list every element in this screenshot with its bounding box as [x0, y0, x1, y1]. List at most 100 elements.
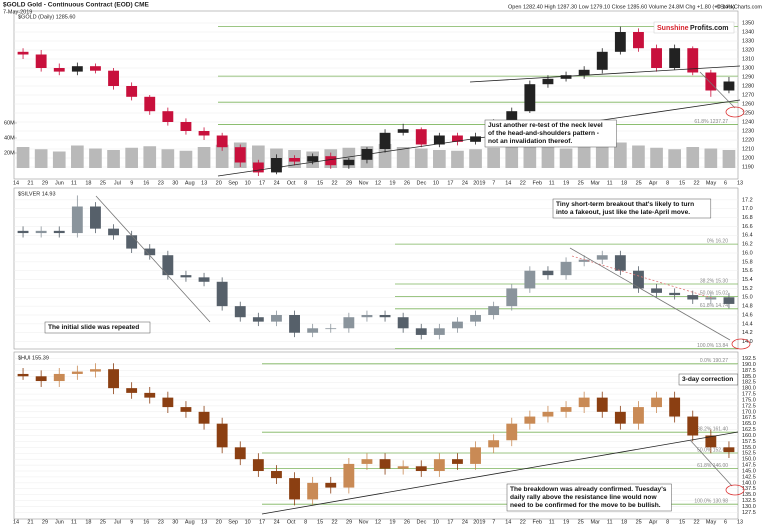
candle-body [198, 131, 210, 136]
y-tick-label: 1320 [742, 47, 754, 53]
x-tick-label: 6 [724, 519, 727, 525]
x-tick-label: 24 [462, 180, 468, 186]
x-tick-label: Mar [590, 519, 600, 525]
x-tick-label: May [706, 180, 717, 186]
x-tick-label: 18 [621, 180, 627, 186]
candle-body [470, 315, 481, 322]
candle-body [126, 388, 138, 393]
candle-body [307, 328, 319, 333]
x-tick-label: 22 [331, 519, 337, 525]
header: $GOLD Gold - Continuous Contract (EOD) C… [3, 2, 762, 512]
x-tick-label: 13 [201, 180, 207, 186]
x-tick-label: 23 [158, 180, 164, 186]
x-tick-label: 25 [100, 180, 106, 186]
source: ©StockCharts.com [716, 3, 762, 10]
volume-bar [523, 143, 537, 168]
y-tick-label: 190.0 [742, 362, 756, 368]
x-tick-label: 2019 [473, 180, 485, 186]
x-tick-label: 2019 [473, 519, 485, 525]
x-tick-label: 20 [216, 519, 222, 525]
logo: Profits.com [690, 25, 729, 32]
volume-bar [559, 148, 573, 168]
candle-body [470, 447, 481, 464]
y-tick-label: 16.8 [742, 215, 753, 221]
volume-bar [577, 147, 591, 168]
y-tick-label: 15.8 [742, 259, 753, 265]
candle-body [198, 277, 210, 282]
volume-bar [52, 151, 66, 168]
candle-body [705, 435, 717, 448]
candle-body [35, 230, 47, 234]
candle-body [53, 373, 65, 382]
quote: Open 1282.40 High 1287.30 Low 1279.10 Cl… [508, 4, 735, 10]
x-tick-label: 11 [607, 519, 613, 525]
volume-bar [107, 150, 120, 168]
candle-body [343, 463, 355, 488]
candle-body [651, 397, 662, 408]
candle-body [180, 275, 192, 278]
x-tick-label: 16 [143, 519, 149, 525]
candle-body [162, 111, 174, 122]
candle-body [361, 315, 373, 318]
panel-legend: $HUI 155.39 [18, 355, 49, 361]
y-tick-label: 180.0 [742, 386, 756, 392]
candle-body [90, 66, 101, 71]
highlight [725, 484, 745, 496]
x-tick-label: 17 [259, 519, 265, 525]
x-tick-label: 11 [71, 180, 77, 186]
y-tick-label: 16.4 [742, 233, 753, 239]
x-tick-label: 12 [375, 180, 381, 186]
y-tick-label: 145.0 [742, 468, 756, 474]
candle-body [614, 411, 626, 424]
candle-body [614, 32, 626, 52]
x-tick-label: Feb [533, 519, 542, 525]
x-tick-label: 7 [492, 180, 495, 186]
volume-bar [704, 148, 718, 168]
x-tick-label: 8 [304, 180, 307, 186]
x-tick-label: 18 [85, 180, 91, 186]
volume-bar [34, 149, 48, 168]
candle-body [271, 315, 282, 322]
x-tick-label: 23 [158, 519, 164, 525]
x-tick-label: 16 [143, 180, 149, 186]
y-tick-label: 16.6 [742, 224, 753, 230]
y-tick-label: 1240 [742, 119, 754, 125]
candle-body [307, 482, 319, 500]
volume-bar [541, 146, 555, 168]
candle-body [614, 255, 626, 271]
trendline [469, 65, 741, 83]
x-tick-label: 12 [375, 519, 381, 525]
y-tick-label: 1190 [742, 164, 754, 170]
x-tick-label: 22 [693, 180, 699, 186]
annotation: Tiny short-term breakout that's likely t… [556, 201, 694, 208]
y-tick-label: 1290 [742, 74, 754, 80]
candle-body [180, 407, 192, 412]
x-tick-label: Aug [185, 180, 195, 186]
candle-body [17, 373, 29, 377]
y-tick-label: 170.0 [742, 409, 756, 415]
candle-body [325, 328, 337, 330]
candle-body [578, 397, 590, 408]
candle-body [705, 72, 717, 91]
annotation: The initial slide was repeated [48, 324, 139, 331]
x-tick-label: 29 [346, 180, 352, 186]
x-tick-label: 13 [201, 519, 207, 525]
candle-body [687, 416, 699, 436]
candle-body [415, 328, 427, 335]
x-tick-label: 17 [447, 519, 453, 525]
candle-body [506, 111, 518, 122]
volume-bar [125, 147, 138, 168]
candle-body [379, 459, 391, 469]
volume-bar [89, 148, 102, 168]
x-tick-label: 14 [505, 519, 511, 525]
y-tick-label: 147.5 [742, 463, 756, 469]
x-tick-label: 30 [172, 180, 178, 186]
annotation: Just another re-test of the neck level [488, 122, 603, 129]
candle-body [144, 96, 156, 112]
candle-body [71, 66, 83, 72]
trendline [217, 99, 741, 177]
candle-body [180, 122, 192, 131]
y-tick-label: 15.6 [742, 268, 753, 274]
x-tick-label: Nov [359, 519, 369, 525]
candle-body [397, 129, 409, 133]
